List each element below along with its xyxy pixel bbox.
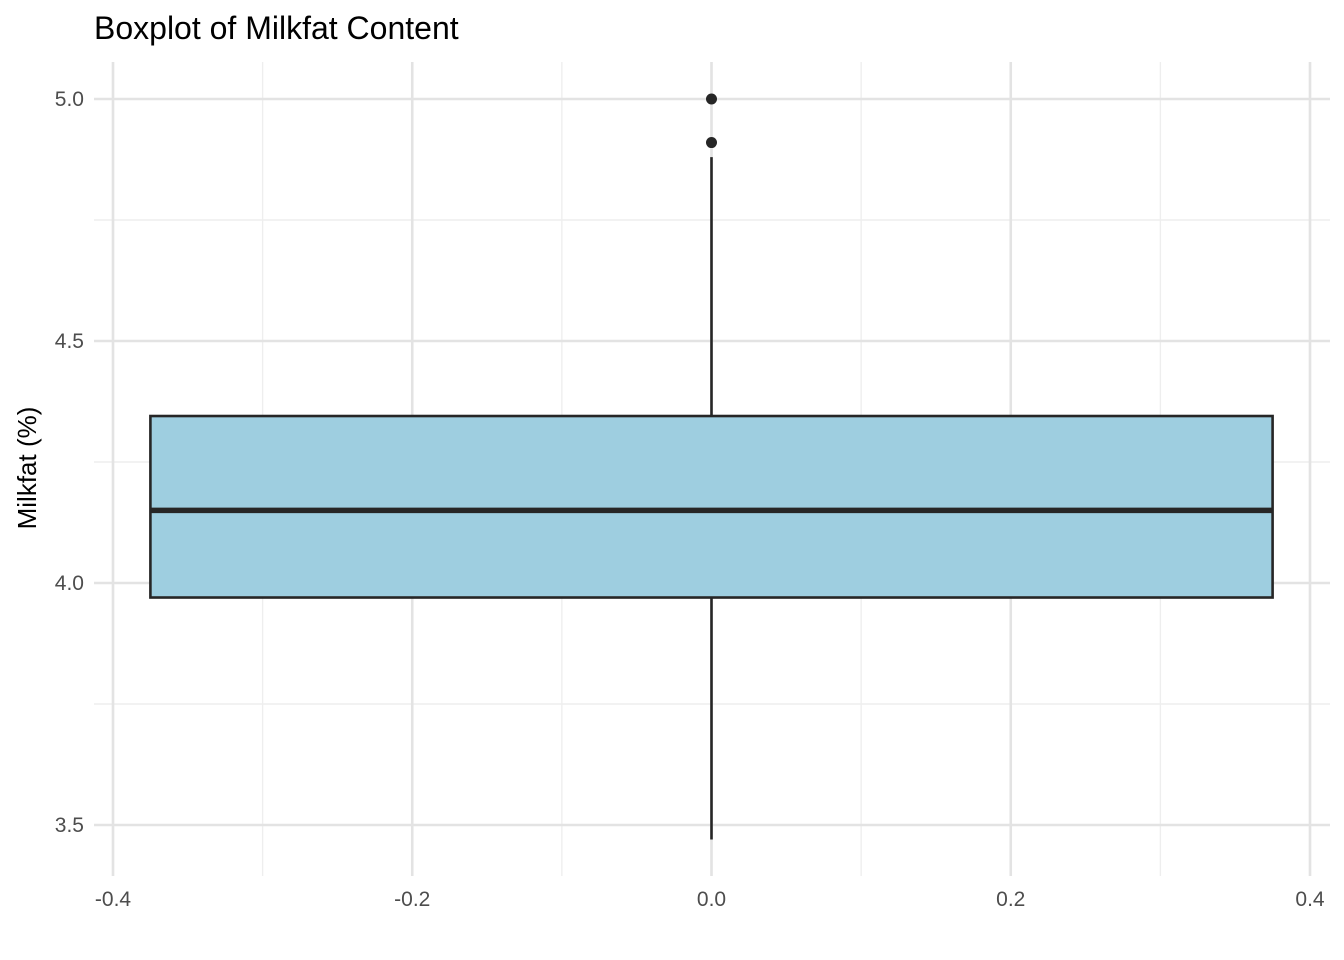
x-tick-label: -0.4 (95, 888, 132, 911)
x-axis-ticks: -0.4 -0.2 0.0 0.2 0.4 (95, 888, 1325, 911)
x-tick-label: 0.4 (1295, 888, 1325, 911)
y-axis-ticks: 3.5 4.0 4.5 5.0 (55, 88, 84, 837)
outlier-point (706, 137, 717, 149)
x-tick-label: -0.2 (394, 888, 430, 911)
x-tick-label: 0.2 (996, 888, 1025, 911)
box-iqr (149, 414, 1274, 599)
x-tick-label: 0.0 (697, 888, 726, 911)
chart-title: Boxplot of Milkfat Content (94, 10, 459, 46)
y-tick-label: 5.0 (55, 88, 84, 111)
y-tick-label: 3.5 (55, 814, 84, 837)
boxplot-marks (149, 93, 1274, 840)
y-tick-label: 4.0 (55, 572, 84, 595)
y-axis-title: Milkfat (%) (12, 407, 42, 530)
y-tick-label: 4.5 (55, 330, 84, 353)
outlier-point (706, 93, 717, 105)
